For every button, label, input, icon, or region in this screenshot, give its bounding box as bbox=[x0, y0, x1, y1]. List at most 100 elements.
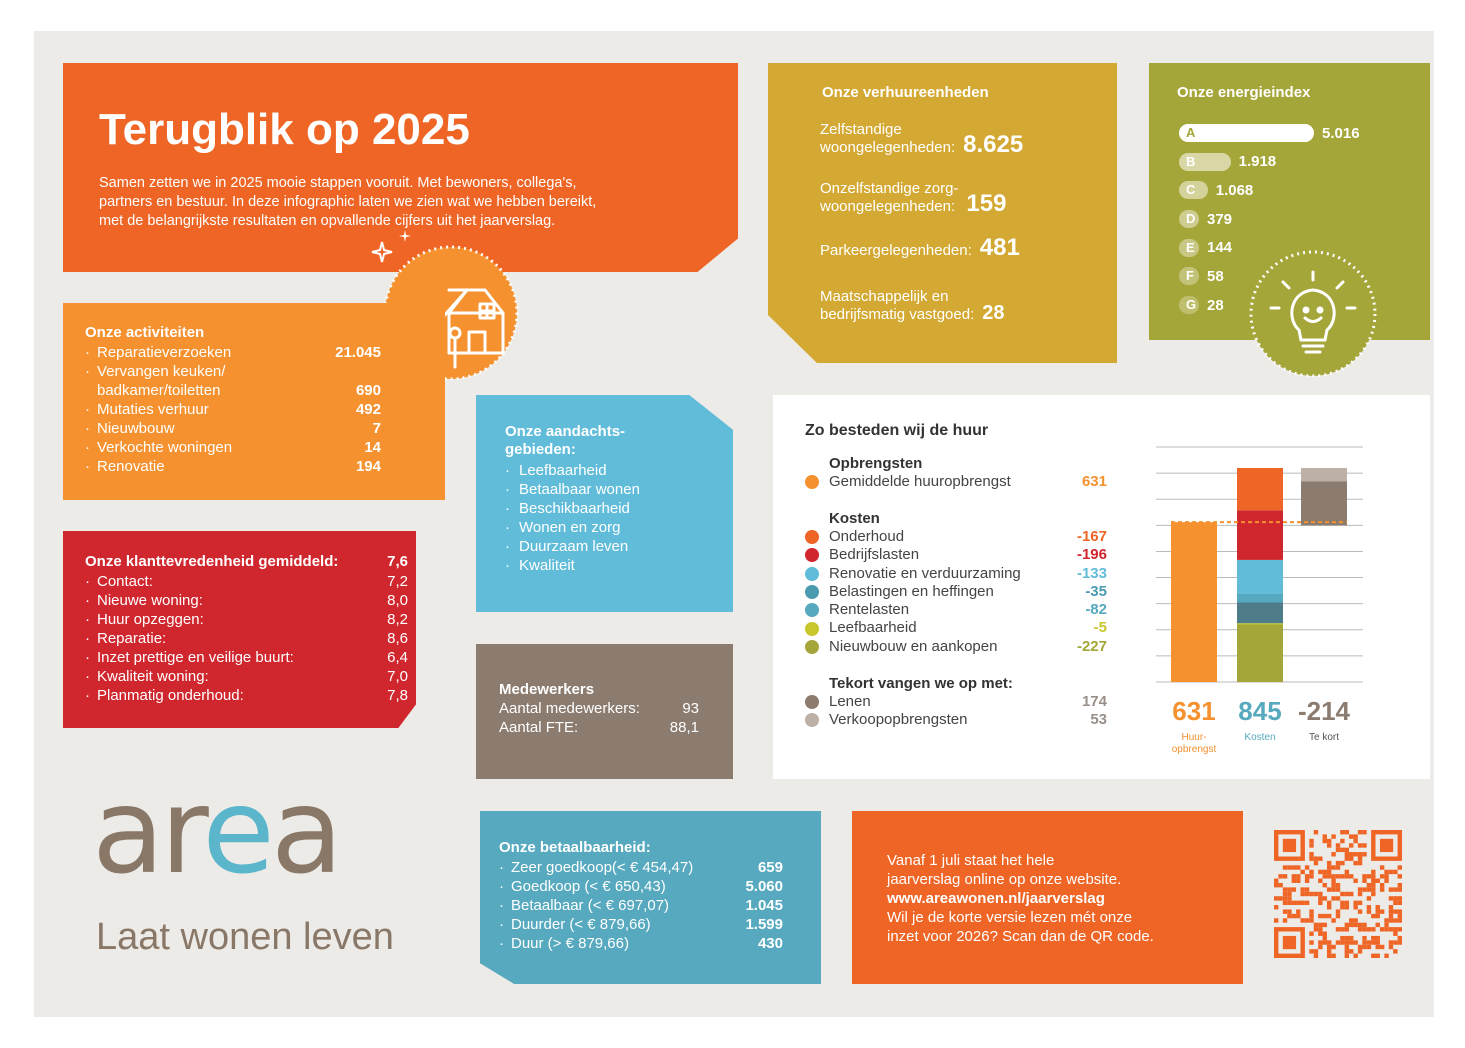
legend-label: Renovatie en verduurzaming bbox=[829, 564, 1021, 582]
energy-value: 144 bbox=[1207, 239, 1233, 257]
legend-label: Leefbaarheid bbox=[829, 619, 917, 637]
bullet: · bbox=[85, 611, 90, 628]
energy-bar-d: D bbox=[1179, 210, 1199, 229]
legend-dot bbox=[805, 548, 819, 563]
legend-group-title: Tekort vangen we op met: bbox=[829, 675, 1013, 692]
legend-item: Bedrijfslasten -196 bbox=[805, 546, 1107, 564]
legend-item: Belastingen en heffingen -35 bbox=[805, 583, 1107, 601]
bullet: · bbox=[85, 630, 90, 647]
bar-total-label: 631 bbox=[1172, 696, 1215, 726]
klant-panel: Onze klanttevredenheid gemiddeld: 7,6 · Co… bbox=[63, 531, 416, 728]
legend-group-title: Kosten bbox=[829, 510, 880, 527]
legend-dot bbox=[805, 603, 819, 618]
list-item-value: 6,4 bbox=[387, 649, 408, 666]
medewerkers-panel: Medewerkers Aantal medewerkers: 93 Aantal… bbox=[476, 644, 733, 779]
legend-label: Gemiddelde huuropbrengst bbox=[829, 473, 1011, 490]
verhuur-item: Onzelfstandige zorg-woongelegenheden: 15… bbox=[820, 180, 1007, 217]
list-item: · Verkochte woningen 14 bbox=[85, 438, 381, 457]
website-text: Vanaf 1 juli staat het hele jaarverslag … bbox=[887, 852, 1154, 945]
energy-value: 28 bbox=[1207, 296, 1224, 314]
list-item: · Reparatieverzoeken 21.045 bbox=[85, 343, 381, 362]
tagline: Laat wonen leven bbox=[96, 916, 394, 958]
legend-value: -82 bbox=[1085, 601, 1107, 619]
list-item-left: badkamer/toiletten bbox=[85, 381, 220, 400]
list-item-label: Kwaliteit woning: bbox=[97, 668, 209, 685]
activiteiten-panel: Onze activiteiten · Reparatieverzoeken 21.… bbox=[63, 303, 445, 500]
list-item-label: Duurzaam leven bbox=[519, 538, 629, 555]
verhuur-item: Maatschappelijk en bedrijfsmatig vastgoed… bbox=[820, 288, 1005, 324]
legend-group: Kosten Onderhoud -167 Bedrijfslasten -196 Ren… bbox=[805, 510, 1107, 656]
list-item: · Nieuwbouw 7 bbox=[85, 419, 381, 438]
klant-list: · Contact: 7,2 · Nieuwe woning: 8,0 · Huur opze… bbox=[85, 572, 408, 705]
list-item: · Leefbaarheid bbox=[505, 461, 640, 480]
legend-dot bbox=[805, 585, 819, 600]
website-link[interactable]: www.areawonen.nl/jaarverslag bbox=[887, 890, 1105, 907]
list-item: · Kwaliteit woning: 7,0 bbox=[85, 667, 408, 686]
bullet: · bbox=[499, 916, 504, 933]
list-item-left: · Duurder (< € 879,66) bbox=[499, 915, 651, 934]
list-item-label: Betaalbaar (< € 697,07) bbox=[511, 897, 670, 914]
list-item: · Zeer goedkoop(< € 454,47) 659 bbox=[499, 858, 783, 877]
list-item: · Contact: 7,2 bbox=[85, 572, 408, 591]
list-item-value: 8,2 bbox=[387, 611, 408, 628]
legend-dot bbox=[805, 621, 819, 636]
energy-row: C 1.068 bbox=[1179, 180, 1360, 200]
list-item-label: Huur opzeggen: bbox=[97, 611, 204, 628]
list-item-label: Goedkoop (< € 650,43) bbox=[511, 878, 666, 895]
sparkle-icon bbox=[370, 228, 420, 268]
list-item-left: · Inzet prettige en veilige buurt: bbox=[85, 648, 294, 667]
legend-value: -227 bbox=[1076, 637, 1107, 655]
list-item-left: · Contact: bbox=[85, 572, 153, 591]
list-item: badkamer/toiletten 690 bbox=[85, 381, 381, 400]
legend-dot bbox=[805, 530, 819, 545]
activiteiten-title: Onze activiteiten bbox=[85, 324, 205, 341]
list-item-label: Nieuwbouw bbox=[97, 420, 175, 437]
huur-panel: Zo besteden wij de huur Opbrengsten Gemid… bbox=[773, 395, 1430, 779]
bullet: · bbox=[85, 401, 90, 418]
list-item-left: · Duur (> € 879,66) bbox=[499, 934, 629, 953]
legend-label: Bedrijfslasten bbox=[829, 546, 920, 564]
qr-code-icon[interactable] bbox=[1274, 830, 1402, 958]
energy-bars: A 5.016 B 1.918 C 1.068 D 379 E 144 F 58 G 28 bbox=[1179, 123, 1360, 324]
bar-segment bbox=[1237, 467, 1283, 511]
list-item: · Betaalbaar (< € 697,07) 1.045 bbox=[499, 896, 783, 915]
bullet: · bbox=[85, 363, 90, 380]
bullet: · bbox=[85, 592, 90, 609]
list-item: · Huur opzeggen: 8,2 bbox=[85, 610, 408, 629]
huur-title: Zo besteden wij de huur bbox=[805, 422, 989, 439]
verhuur-panel: Onze verhuureenheden Zelfstandige woongel… bbox=[768, 63, 1117, 363]
category-label: Kosten bbox=[1244, 732, 1275, 743]
bar-total-label: -214 bbox=[1298, 696, 1351, 726]
website-panel: Vanaf 1 juli staat het hele jaarverslag … bbox=[852, 811, 1243, 984]
category-label: opbrengst bbox=[1172, 744, 1217, 755]
bullet: · bbox=[85, 439, 90, 456]
list-item-label: Mutaties verhuur bbox=[97, 401, 209, 418]
list-item-left: · Nieuwe woning: bbox=[85, 591, 203, 610]
list-item-value: 430 bbox=[757, 935, 783, 952]
area-logo: area bbox=[92, 762, 343, 900]
legend-item: Onderhoud -167 bbox=[805, 528, 1107, 546]
energy-value: 1.918 bbox=[1238, 153, 1277, 171]
energy-row: B 1.918 bbox=[1179, 152, 1360, 172]
legend-label: Rentelasten bbox=[829, 601, 910, 619]
legend-dot bbox=[805, 695, 819, 710]
list-item-label: Wonen en zorg bbox=[519, 519, 621, 536]
list-item: · Betaalbaar wonen bbox=[505, 480, 640, 499]
list-item-value: 8,6 bbox=[387, 630, 408, 647]
list-item-left: · Reparatieverzoeken bbox=[85, 343, 231, 362]
list-item-label: Verkochte woningen bbox=[97, 439, 233, 456]
bullet: · bbox=[85, 687, 90, 704]
legend-item: Verkoopopbrengsten 53 bbox=[805, 711, 1107, 729]
energy-bar-a: A bbox=[1179, 124, 1314, 142]
bullet: · bbox=[85, 344, 90, 361]
list-item: · Nieuwe woning: 8,0 bbox=[85, 591, 408, 610]
legend-item: Rentelasten -82 bbox=[805, 601, 1107, 619]
klant-title: Onze klanttevredenheid gemiddeld: 7,6 bbox=[85, 553, 408, 570]
verhuur-item: Parkeergelegenheden: 481 bbox=[820, 234, 1020, 261]
list-item-label: Contact: bbox=[97, 573, 153, 590]
bullet: · bbox=[505, 519, 510, 536]
list-item-label: Inzet prettige en veilige buurt: bbox=[97, 649, 294, 666]
list-item-value: 690 bbox=[355, 382, 381, 399]
energy-row: E 144 bbox=[1179, 238, 1360, 258]
energy-bar-b: B bbox=[1179, 152, 1231, 171]
